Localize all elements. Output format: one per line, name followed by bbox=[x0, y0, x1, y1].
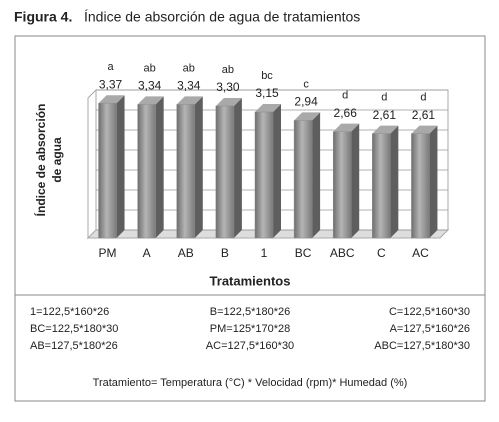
significance-letter: ab bbox=[183, 62, 195, 74]
significance-letter: a bbox=[107, 61, 114, 73]
bar-top bbox=[176, 96, 203, 105]
significance-letter: d bbox=[381, 92, 387, 104]
bar-side bbox=[312, 112, 321, 238]
legend-entry: ABC=127,5*180*30 bbox=[374, 340, 470, 352]
x-tick-label: AB bbox=[178, 246, 194, 260]
value-label: 3,34 bbox=[177, 79, 201, 93]
legend-entry: AC=127,5*160*30 bbox=[206, 340, 294, 352]
value-label: 3,34 bbox=[138, 79, 162, 93]
significance-letter: d bbox=[342, 90, 348, 102]
bar-side bbox=[116, 95, 125, 238]
x-tick-label: BC bbox=[295, 246, 312, 260]
bar-top bbox=[411, 125, 438, 134]
bar-side bbox=[429, 125, 438, 238]
y-axis-title: Índice de absorción de agua bbox=[33, 104, 64, 217]
side-wall bbox=[87, 88, 97, 240]
value-label: 3,37 bbox=[99, 77, 123, 91]
x-axis-title: Tratamientos bbox=[210, 273, 291, 288]
significance-letter: bc bbox=[261, 70, 273, 82]
caption-label: Figura 4. bbox=[14, 9, 72, 25]
bar bbox=[411, 133, 430, 239]
x-tick-label: AC bbox=[412, 246, 429, 260]
bar-top bbox=[294, 112, 321, 121]
value-label: 3,30 bbox=[216, 80, 240, 94]
x-tick-label: C bbox=[377, 246, 386, 260]
value-label: 2,94 bbox=[294, 95, 318, 109]
bar-top bbox=[333, 123, 360, 132]
value-label: 3,15 bbox=[255, 86, 279, 100]
bar-side bbox=[273, 104, 281, 238]
footnote: Tratamiento= Temperatura (°C) * Velocida… bbox=[93, 377, 408, 389]
legend-entry: B=122,5*180*26 bbox=[210, 306, 290, 318]
value-label: 2,66 bbox=[334, 106, 358, 120]
x-tick-label: A bbox=[143, 246, 151, 260]
bar-side bbox=[155, 96, 164, 239]
significance-letter: c bbox=[303, 78, 309, 90]
bar-side bbox=[233, 98, 242, 238]
bar bbox=[254, 111, 274, 239]
legend-entry: BC=122,5*180*30 bbox=[30, 323, 118, 335]
significance-letter: ab bbox=[144, 62, 156, 74]
legend-entry: 1=122,5*160*26 bbox=[30, 306, 109, 318]
legend-entry: PM=125*170*28 bbox=[210, 323, 290, 335]
legend-entry: C=122,5*160*30 bbox=[389, 306, 470, 318]
value-label: 2,61 bbox=[373, 108, 397, 122]
bar-top bbox=[98, 95, 125, 104]
y-axis-title-line: Índice de absorción bbox=[33, 104, 48, 217]
bar bbox=[176, 104, 196, 239]
bar-side bbox=[194, 96, 203, 239]
value-label: 2,61 bbox=[412, 108, 436, 122]
bar bbox=[98, 102, 117, 239]
bar bbox=[372, 133, 391, 239]
bar-side bbox=[351, 123, 360, 238]
bar bbox=[137, 104, 156, 239]
legend-entry: AB=127,5*180*26 bbox=[30, 340, 118, 352]
bar-side bbox=[390, 125, 399, 238]
bar-top bbox=[255, 104, 281, 112]
x-tick-label: B bbox=[221, 246, 229, 260]
x-tick-label: PM bbox=[99, 246, 117, 260]
bar-top bbox=[137, 96, 164, 105]
bar-top bbox=[372, 125, 399, 134]
y-axis-title-line: de agua bbox=[50, 137, 64, 183]
significance-letter: d bbox=[420, 92, 426, 104]
bar bbox=[293, 120, 313, 239]
legend-frame bbox=[14, 294, 486, 402]
legend-entry: A=127,5*160*26 bbox=[390, 323, 470, 335]
bar bbox=[215, 105, 235, 239]
bar-top bbox=[215, 98, 242, 106]
x-tick-label: 1 bbox=[261, 246, 268, 260]
significance-letter: ab bbox=[222, 64, 234, 76]
caption-text: Índice de absorción de agua de tratamien… bbox=[84, 9, 360, 25]
x-tick-label: ABC bbox=[330, 246, 355, 260]
bar bbox=[332, 131, 352, 239]
